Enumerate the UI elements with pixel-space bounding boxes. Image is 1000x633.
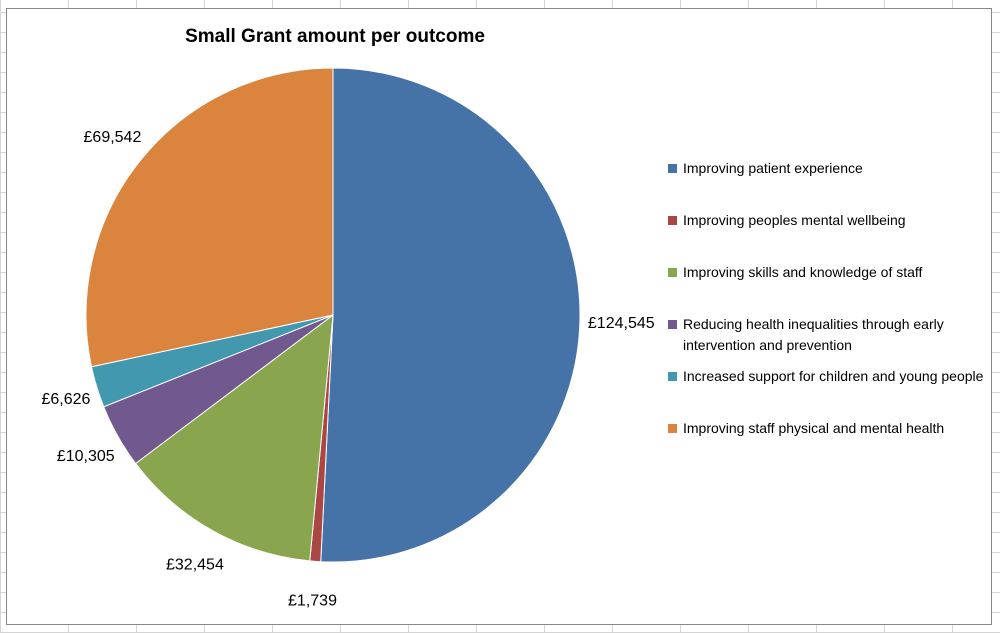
- legend-label: Improving skills and knowledge of staff: [683, 264, 923, 280]
- legend-label: Reducing health inequalities through ear…: [683, 316, 944, 353]
- legend-label: Increased support for children and young…: [683, 368, 984, 384]
- pie-slice-improving-patient-experience[interactable]: [320, 67, 581, 563]
- pie-slice-improving-skills-and-knowledge-of-staff[interactable]: [134, 313, 334, 562]
- data-label-increased-support-for-children-and-young-people: £6,626: [41, 391, 90, 408]
- pie-slice-improving-staff-physical-and-mental-health[interactable]: [85, 67, 334, 368]
- legend-label: Improving peoples mental wellbeing: [683, 212, 906, 228]
- chart-title: Small Grant amount per outcome: [185, 26, 485, 47]
- legend-swatch: [668, 216, 677, 225]
- legend-swatch: [668, 320, 677, 329]
- legend-item-reducing-health-inequalities-through-early-intervention-and-prevention: Reducing health inequalities through ear…: [668, 314, 986, 356]
- legend-swatch: [668, 164, 677, 173]
- data-label-reducing-health-inequalities-through-early-intervention-and-prevention: £10,305: [57, 448, 115, 465]
- legend-item-improving-peoples-mental-wellbeing: Improving peoples mental wellbeing: [668, 210, 986, 231]
- legend-item-improving-skills-and-knowledge-of-staff: Improving skills and knowledge of staff: [668, 262, 986, 283]
- data-label-improving-skills-and-knowledge-of-staff: £32,454: [166, 557, 224, 574]
- data-label-improving-staff-physical-and-mental-health: £69,542: [84, 129, 142, 146]
- legend-swatch: [668, 268, 677, 277]
- legend-item-improving-patient-experience: Improving patient experience: [668, 158, 986, 179]
- legend-label: Improving patient experience: [683, 160, 863, 176]
- legend-label: Improving staff physical and mental heal…: [683, 420, 945, 436]
- legend-item-increased-support-for-children-and-young-people: Increased support for children and young…: [668, 366, 986, 387]
- data-label-improving-peoples-mental-wellbeing: £1,739: [288, 592, 337, 609]
- data-label-improving-patient-experience: £124,545: [588, 315, 655, 332]
- legend-swatch: [668, 372, 677, 381]
- legend-swatch: [668, 424, 677, 433]
- legend-item-improving-staff-physical-and-mental-health: Improving staff physical and mental heal…: [668, 418, 986, 439]
